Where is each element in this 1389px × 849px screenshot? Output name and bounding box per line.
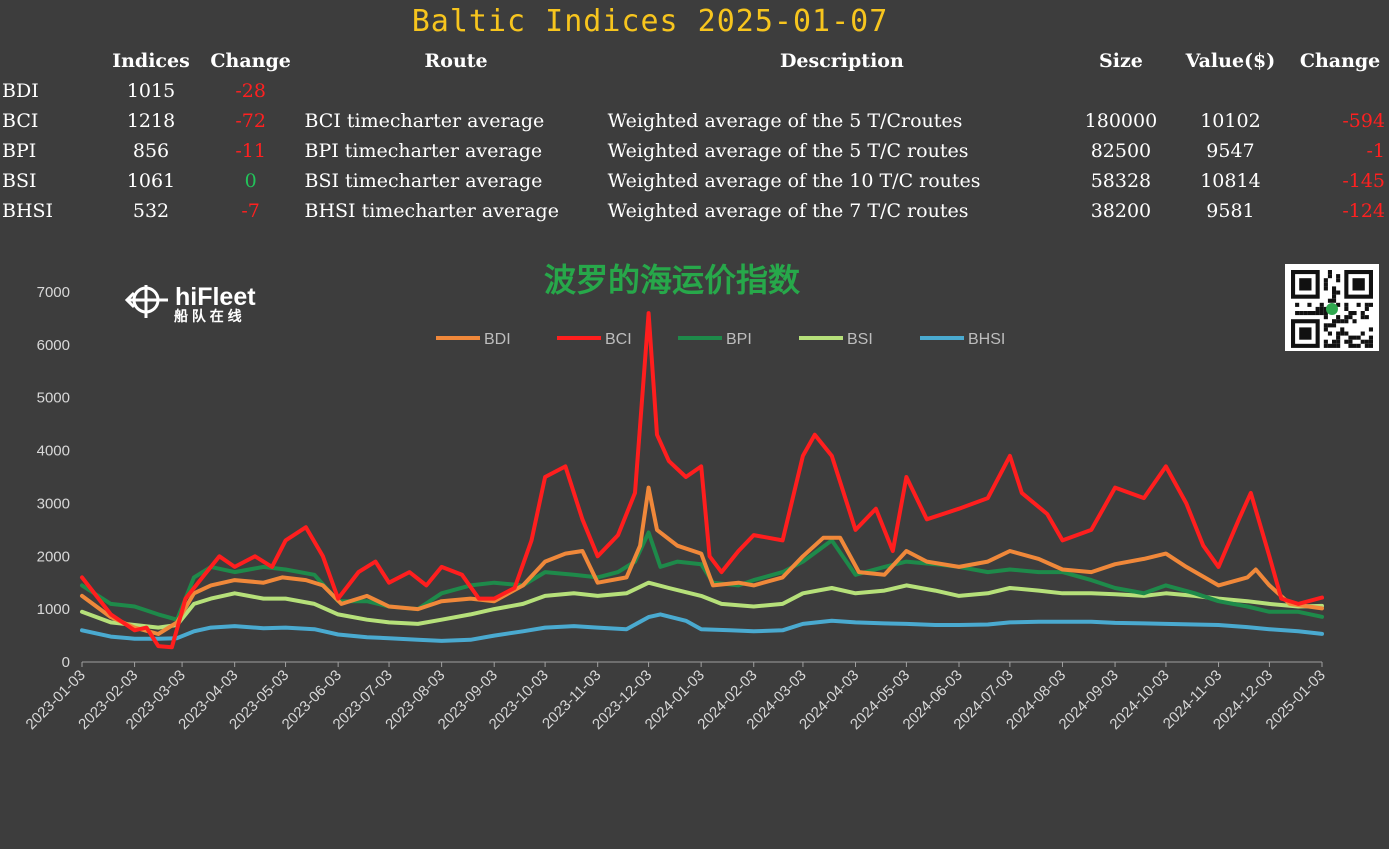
- row-description: Weighted average of the 5 T/Croutes: [607, 110, 963, 132]
- y-tick-label: 1000: [37, 601, 70, 618]
- chart-legend: BDI BCI BPI BSI BHSI: [436, 331, 1005, 348]
- row-change2: -1: [1366, 140, 1385, 162]
- row-index: 1061: [126, 170, 176, 192]
- hifleet-logo-icon: [124, 285, 168, 318]
- table-row: BCI 1218 -72 BCI timecharter average Wei…: [2, 106, 1389, 136]
- row-change: -11: [235, 140, 266, 162]
- row-description: Weighted average of the 5 T/C routes: [607, 140, 969, 162]
- row-value: 9581: [1206, 200, 1255, 222]
- chart-axes: 010002000300040005000600070002023-01-032…: [23, 284, 1329, 733]
- table-row: BSI 1061 0 BSI timecharter average Weigh…: [2, 166, 1389, 196]
- row-size: 58328: [1090, 170, 1152, 192]
- row-change: -7: [241, 200, 260, 222]
- row-change2: -594: [1342, 110, 1385, 132]
- row-name: BHSI: [2, 200, 54, 222]
- row-size: 180000: [1084, 110, 1158, 132]
- baltic-line-chart: 010002000300040005000600070002023-01-032…: [23, 261, 1379, 733]
- table-row: BHSI 532 -7 BHSI timecharter average Wei…: [2, 196, 1389, 226]
- header-size: Size: [1099, 50, 1143, 72]
- row-value: 10814: [1200, 170, 1261, 192]
- logo-subtitle: 船 队 在 线: [174, 308, 242, 324]
- page-title: Baltic Indices 2025-01-07: [411, 4, 889, 39]
- row-description: Weighted average of the 10 T/C routes: [607, 170, 981, 192]
- row-change2: -124: [1342, 200, 1385, 222]
- row-size: 38200: [1090, 200, 1152, 222]
- row-name: BDI: [2, 80, 39, 102]
- row-change2: -145: [1342, 170, 1385, 192]
- table-row: BDI 1015 -28: [2, 76, 1389, 106]
- header-change2: Change: [1299, 50, 1381, 72]
- header-indices: Indices: [112, 50, 190, 72]
- row-index: 532: [132, 200, 170, 222]
- y-tick-label: 6000: [37, 337, 70, 354]
- legend-label: BDI: [484, 331, 511, 348]
- header-description: Description: [779, 50, 904, 72]
- series-line-bsi: [80, 580, 1324, 630]
- row-change: 0: [244, 170, 257, 192]
- header-change: Change: [210, 50, 291, 72]
- table-row: BPI 856 -11 BPI timecharter average Weig…: [2, 136, 1389, 166]
- row-index: 1218: [126, 110, 176, 132]
- header-value: Value($): [1185, 50, 1276, 72]
- y-tick-label: 7000: [37, 284, 70, 301]
- legend-label: BPI: [726, 331, 752, 348]
- row-route: BSI timecharter average: [304, 170, 543, 192]
- row-change2: [1295, 76, 1389, 106]
- row-name: BCI: [2, 110, 39, 132]
- y-tick-label: 3000: [37, 495, 70, 512]
- legend-label: BHSI: [968, 331, 1005, 348]
- header-name: [2, 46, 101, 76]
- logo-brand: hiFleet: [175, 283, 256, 311]
- y-tick-label: 5000: [37, 390, 70, 407]
- row-change: -28: [235, 80, 266, 102]
- legend-label: BCI: [605, 331, 632, 348]
- hifleet-logo: hiFleet 船 队 在 线: [124, 283, 256, 324]
- chart-title: 波罗的海运价指数: [544, 261, 801, 299]
- series-line-bhsi: [80, 612, 1324, 643]
- series-line-bdi: [80, 485, 1324, 636]
- y-tick-label: 4000: [37, 443, 70, 460]
- row-value: [1166, 76, 1295, 106]
- row-route: [300, 76, 607, 106]
- table-header-row: Indices Change Route Description Size Va…: [2, 46, 1389, 76]
- row-index: 1015: [126, 80, 176, 102]
- row-index: 856: [132, 140, 170, 162]
- row-route: BHSI timecharter average: [304, 200, 559, 222]
- row-name: BSI: [2, 170, 37, 192]
- row-size: [1076, 76, 1166, 106]
- series-line-bpi: [80, 530, 1324, 622]
- row-route: BCI timecharter average: [304, 110, 545, 132]
- row-description: [608, 76, 1076, 106]
- legend-label: BSI: [847, 331, 873, 348]
- chart-series: [80, 311, 1324, 650]
- row-value: 10102: [1200, 110, 1261, 132]
- row-value: 9547: [1206, 140, 1255, 162]
- row-change: -72: [235, 110, 266, 132]
- row-name: BPI: [2, 140, 37, 162]
- series-line-bci: [80, 311, 1324, 650]
- qr-code-image: [1285, 264, 1379, 351]
- header-route: Route: [424, 50, 488, 72]
- y-tick-label: 0: [62, 654, 70, 671]
- row-size: 82500: [1090, 140, 1152, 162]
- y-tick-label: 2000: [37, 548, 70, 565]
- indices-table: Indices Change Route Description Size Va…: [2, 46, 1389, 226]
- row-description: Weighted average of the 7 T/C routes: [607, 200, 969, 222]
- row-route: BPI timecharter average: [304, 140, 543, 162]
